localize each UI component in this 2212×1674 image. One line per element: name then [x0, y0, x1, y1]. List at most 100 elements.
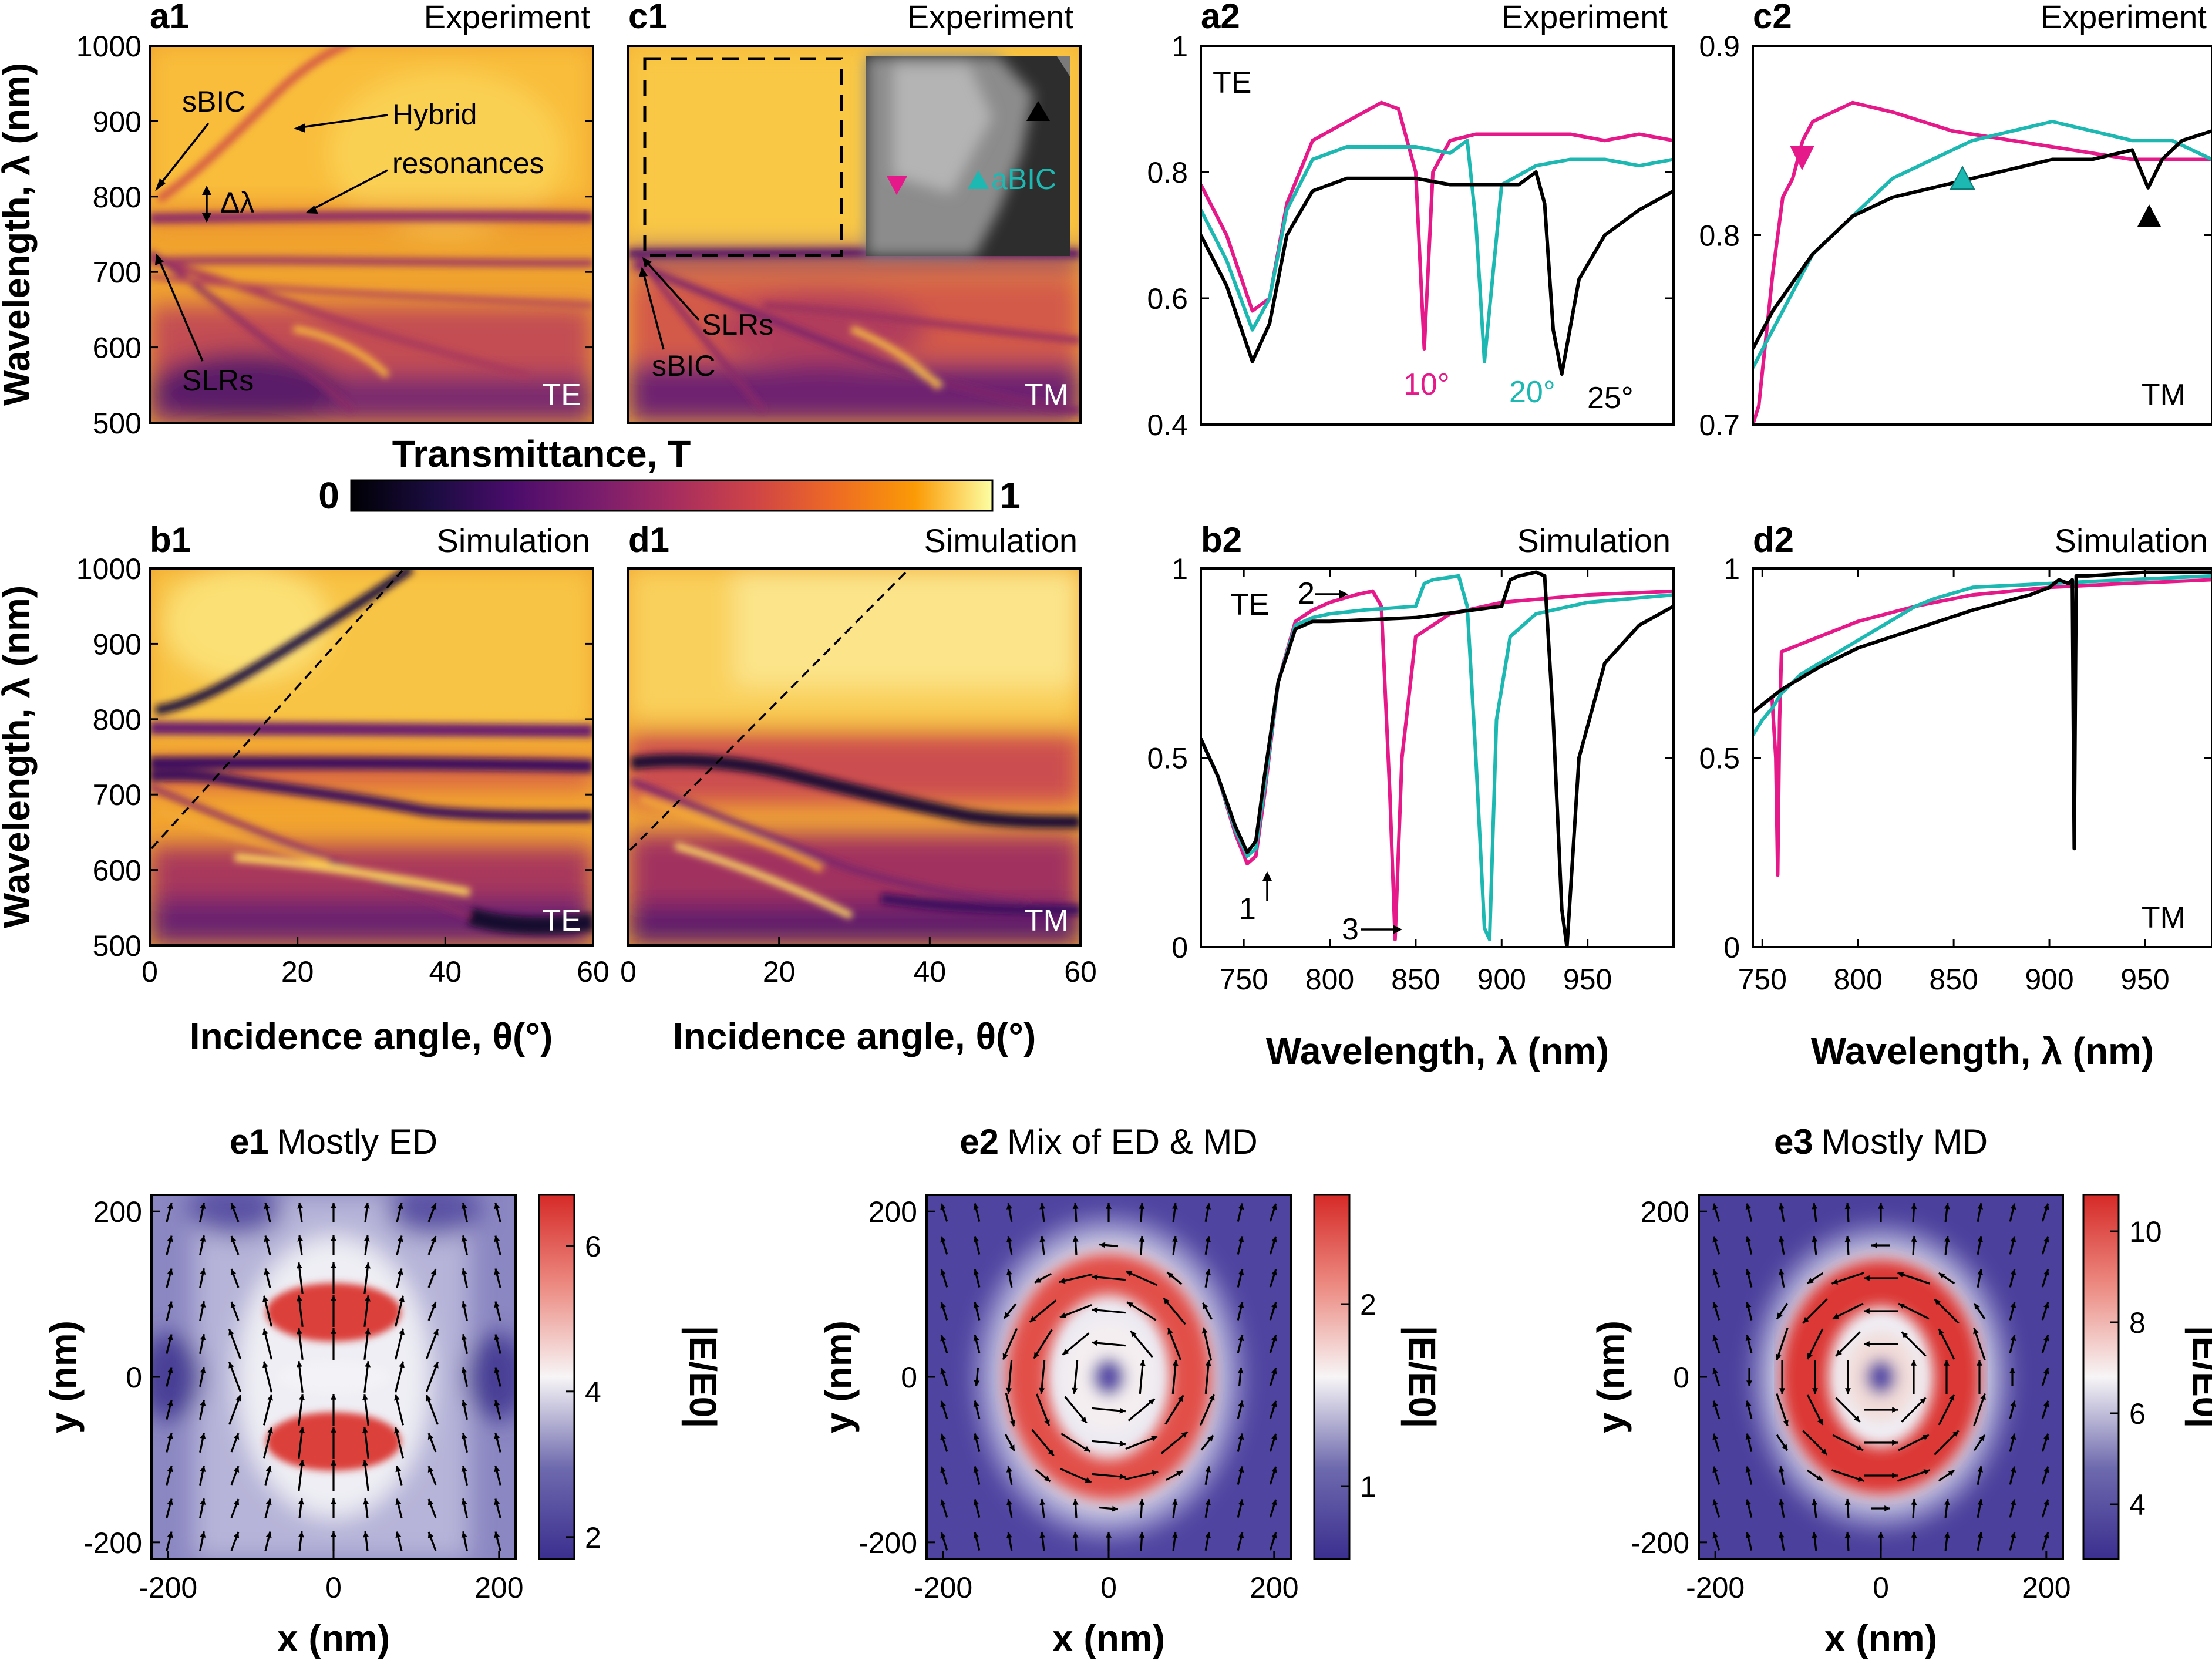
field-vector: [1139, 1235, 1145, 1255]
field-vector: [1835, 1331, 1861, 1357]
xtick-label-d2: 750: [1738, 963, 1787, 996]
field-vector: [1003, 1303, 1017, 1319]
ytick-label-a1: 500: [93, 407, 142, 440]
field-vector: [1977, 1466, 1984, 1486]
field-vector: [2009, 1368, 2015, 1386]
annotation-abic: aBIC: [991, 163, 1056, 196]
field-vector: [1812, 1498, 1818, 1518]
field-vector: [296, 1262, 304, 1294]
field-vector: [199, 1203, 206, 1222]
field-vector: [1776, 1434, 1789, 1451]
field-vector: [1806, 1394, 1824, 1426]
field-vector: [1806, 1328, 1824, 1360]
field-vector: [1204, 1498, 1211, 1518]
field-vector: [1832, 1434, 1864, 1451]
field-vector: [1269, 1335, 1277, 1353]
field-vector: [1944, 1531, 1950, 1551]
series-line-b2-1: [1201, 574, 1674, 942]
field-vector: [331, 1460, 336, 1491]
b2-point-2: 2: [1298, 577, 1315, 611]
xtick-label-e2: 200: [1250, 1571, 1298, 1604]
annotation-c1-slrs: SLRs: [702, 308, 773, 341]
ytick-label-e1: -200: [83, 1527, 142, 1560]
field-vector: [296, 1295, 304, 1327]
field-vector: [1072, 1359, 1079, 1395]
panel-title-d1: Simulation: [924, 522, 1078, 559]
a2-label-10: 10°: [1403, 368, 1450, 402]
ytick-label-e1: 200: [93, 1195, 142, 1228]
field-vector: [363, 1328, 371, 1360]
field-vector: [1237, 1499, 1244, 1518]
field-vector: [1812, 1360, 1818, 1394]
mode-label-a1: TE: [543, 378, 581, 412]
title-e1: e1 Mostly ED: [230, 1122, 437, 1161]
field-vector: [461, 1301, 468, 1321]
field-vector: [1944, 1498, 1950, 1518]
field-vector: [1005, 1393, 1016, 1427]
field-vector: [1006, 1359, 1013, 1395]
mode-label-c1: TM: [1025, 378, 1069, 412]
field-vector: [264, 1235, 271, 1255]
mode-label-b1: TE: [543, 904, 581, 938]
field-vector: [1204, 1268, 1211, 1288]
colorbar-tick-label-e2: 1: [1360, 1470, 1376, 1503]
field-vector: [363, 1295, 371, 1327]
a2-label-25: 25°: [1587, 381, 1634, 415]
field-vector: [1898, 1434, 1930, 1451]
marker-pink-down: [887, 176, 907, 195]
xlabel-b2: Wavelength, λ (nm): [1266, 1030, 1609, 1072]
axes-frame-a2: [1200, 45, 1675, 426]
field-vector: [494, 1367, 501, 1387]
xlabel-e1: x (nm): [277, 1617, 390, 1659]
field-vector: [940, 1302, 948, 1321]
ytick-label-e3: -200: [1631, 1527, 1689, 1560]
field-vector: [2041, 1236, 2049, 1255]
xtick-label-b2: 800: [1305, 963, 1354, 996]
ytick-label-e2: 200: [868, 1195, 917, 1228]
field-vector: [940, 1269, 948, 1288]
ylabel-b1: Wavelength, λ (nm): [0, 585, 38, 928]
line-chart-d2: 0 0.5 1 750 800 850 900 950: [1699, 553, 2212, 996]
field-vector: [396, 1268, 403, 1288]
field-vector: [494, 1531, 501, 1551]
inset-image: [866, 56, 1070, 256]
field-vector: [331, 1295, 336, 1327]
panel-title-e3: Mostly MD: [1822, 1122, 1988, 1161]
field-vector: [1778, 1466, 1785, 1486]
field-vector: [1844, 1498, 1851, 1518]
field-vector: [1167, 1328, 1182, 1360]
field-vector: [461, 1531, 468, 1551]
field-vector: [1125, 1435, 1158, 1450]
field-vector: [230, 1268, 240, 1288]
colorbar-label-e3: |E/E0|: [2184, 1326, 2212, 1429]
panel-label-b2: b2: [1201, 520, 1242, 560]
ytick-label-b2: 1: [1171, 553, 1188, 585]
field-vector: [1035, 1393, 1051, 1426]
field-vector: [1039, 1359, 1046, 1395]
field-vector: [1204, 1235, 1211, 1255]
field-vector: [2041, 1433, 2049, 1452]
field-vector: [363, 1262, 371, 1294]
field-vector: [1831, 1272, 1865, 1285]
field-vector: [263, 1427, 273, 1459]
colorbar-label-e1: |E/E0|: [681, 1326, 724, 1429]
field-vector: [1745, 1433, 1753, 1452]
xtick-label-d1: 60: [1064, 955, 1097, 988]
field-vector: [1269, 1236, 1277, 1255]
field-vector: [1160, 1431, 1189, 1454]
field-vector: [1125, 1270, 1158, 1286]
ytick-label-b2: 0.5: [1147, 742, 1188, 775]
panel-title-e2: Mix of ED & MD: [1007, 1122, 1258, 1161]
field-vector: [1269, 1400, 1277, 1419]
field-vector: [425, 1362, 439, 1392]
xtick-label-e3: -200: [1686, 1571, 1745, 1604]
field-vector: [1006, 1466, 1013, 1486]
field-vector: [395, 1466, 403, 1486]
field-vector: [1746, 1368, 1752, 1386]
ytick-label-e2: -200: [858, 1527, 917, 1560]
mode-label-d1: TM: [1025, 904, 1069, 938]
field-vector: [1029, 1299, 1057, 1323]
